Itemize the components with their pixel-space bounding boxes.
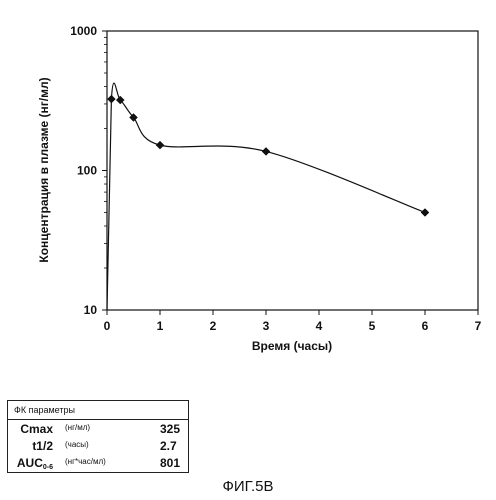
pk-param-name: Cmax: [13, 422, 53, 436]
x-tick-label: 7: [475, 319, 482, 333]
data-point: [262, 147, 270, 155]
pk-param-name-main: AUC: [17, 456, 43, 470]
figure-caption: ФИГ.5В: [0, 478, 496, 495]
pk-row-auc: AUC0-6 (нг*час/мл) 801: [8, 454, 188, 471]
x-tick-label: 0: [104, 319, 111, 333]
pk-param-value: 801: [160, 456, 180, 470]
x-axis-ticks: 0 1 2 3 4 5 6 7: [104, 310, 482, 333]
x-tick-label: 1: [157, 319, 164, 333]
x-tick-label: 3: [263, 319, 270, 333]
y-tick-label: 100: [77, 164, 97, 178]
pk-param-unit: (нг/мл): [65, 423, 90, 432]
y-axis-ticks: 10 100 1000: [70, 24, 107, 317]
pk-table-header: ФК параметры: [8, 401, 188, 420]
x-tick-label: 6: [422, 319, 429, 333]
pk-parameters-table: ФК параметры Cmax (нг/мл) 325 t1/2 (часы…: [7, 400, 189, 473]
data-point: [107, 95, 115, 103]
data-point: [421, 208, 429, 216]
pk-param-name-subscript: 0-6: [43, 464, 53, 471]
pk-param-name: t1/2: [13, 439, 53, 453]
x-tick-label: 5: [369, 319, 376, 333]
y-tick-label: 10: [84, 303, 98, 317]
y-tick-label: 1000: [70, 24, 97, 38]
series-line: [107, 83, 425, 310]
pk-param-unit: (нг*час/мл): [65, 457, 106, 466]
data-point: [156, 141, 164, 149]
pk-param-name: AUC0-6: [13, 456, 53, 471]
x-tick-label: 2: [210, 319, 217, 333]
x-axis-title: Время (часы): [252, 339, 332, 353]
pk-param-unit: (часы): [65, 440, 89, 449]
pk-param-value: 325: [160, 422, 180, 436]
x-tick-label: 4: [316, 319, 323, 333]
series-group: [107, 83, 429, 310]
y-axis-title: Концентрация в плазме (нг/мл): [37, 77, 51, 262]
pk-param-value: 2.7: [160, 439, 177, 453]
pk-row-half-life: t1/2 (часы) 2.7: [8, 437, 188, 454]
pk-row-cmax: Cmax (нг/мл) 325: [8, 420, 188, 437]
pk-chart: 0 1 2 3 4 5 6 7 10 100 1000 Время (часы) Концентр…: [0, 0, 496, 390]
plot-area: [107, 31, 478, 310]
